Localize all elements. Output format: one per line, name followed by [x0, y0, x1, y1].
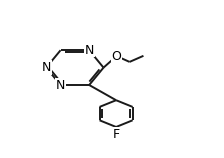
Text: O: O [112, 50, 121, 63]
Text: N: N [84, 44, 94, 57]
Text: F: F [112, 128, 120, 140]
Text: N: N [56, 79, 65, 91]
Text: N: N [41, 61, 51, 74]
